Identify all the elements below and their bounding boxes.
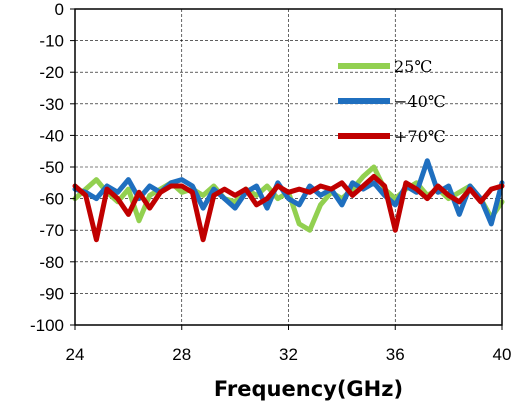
y-tick-label-7: -70 bbox=[39, 221, 64, 240]
legend-label-0: 25℃ bbox=[394, 57, 432, 76]
x-axis-label: Frequency(GHz) bbox=[214, 377, 403, 401]
x-tick-label-3: 36 bbox=[386, 345, 405, 364]
y-tick-label-6: -60 bbox=[39, 190, 64, 209]
x-tick-label-4: 40 bbox=[493, 345, 512, 364]
y-tick-label-10: -100 bbox=[30, 316, 64, 335]
y-tick-label-4: -40 bbox=[39, 126, 64, 145]
y-tick-label-8: -80 bbox=[39, 253, 64, 272]
y-tick-label-2: -20 bbox=[39, 63, 64, 82]
legend: 25℃ −40℃ +70℃ bbox=[338, 57, 446, 146]
x-axis-ticks: 24 28 32 36 40 bbox=[66, 325, 512, 364]
legend-label-1: −40℃ bbox=[394, 92, 446, 111]
series-line-2 bbox=[72, 174, 505, 243]
series-lines bbox=[72, 158, 505, 243]
x-tick-label-0: 24 bbox=[66, 345, 85, 364]
legend-label-2: +70℃ bbox=[394, 127, 446, 146]
y-axis-ticks: 0 -10 -20 -30 -40 -50 -60 -70 -80 -90 -100 bbox=[30, 0, 75, 335]
y-tick-label-5: -50 bbox=[39, 158, 64, 177]
x-tick-label-2: 32 bbox=[279, 345, 298, 364]
y-tick-label-1: -10 bbox=[39, 32, 64, 51]
series-line-1 bbox=[72, 158, 505, 227]
y-tick-label-9: -90 bbox=[39, 284, 64, 303]
y-tick-label-0: 0 bbox=[55, 0, 64, 19]
y-tick-label-3: -30 bbox=[39, 95, 64, 114]
x-tick-label-1: 28 bbox=[172, 345, 191, 364]
